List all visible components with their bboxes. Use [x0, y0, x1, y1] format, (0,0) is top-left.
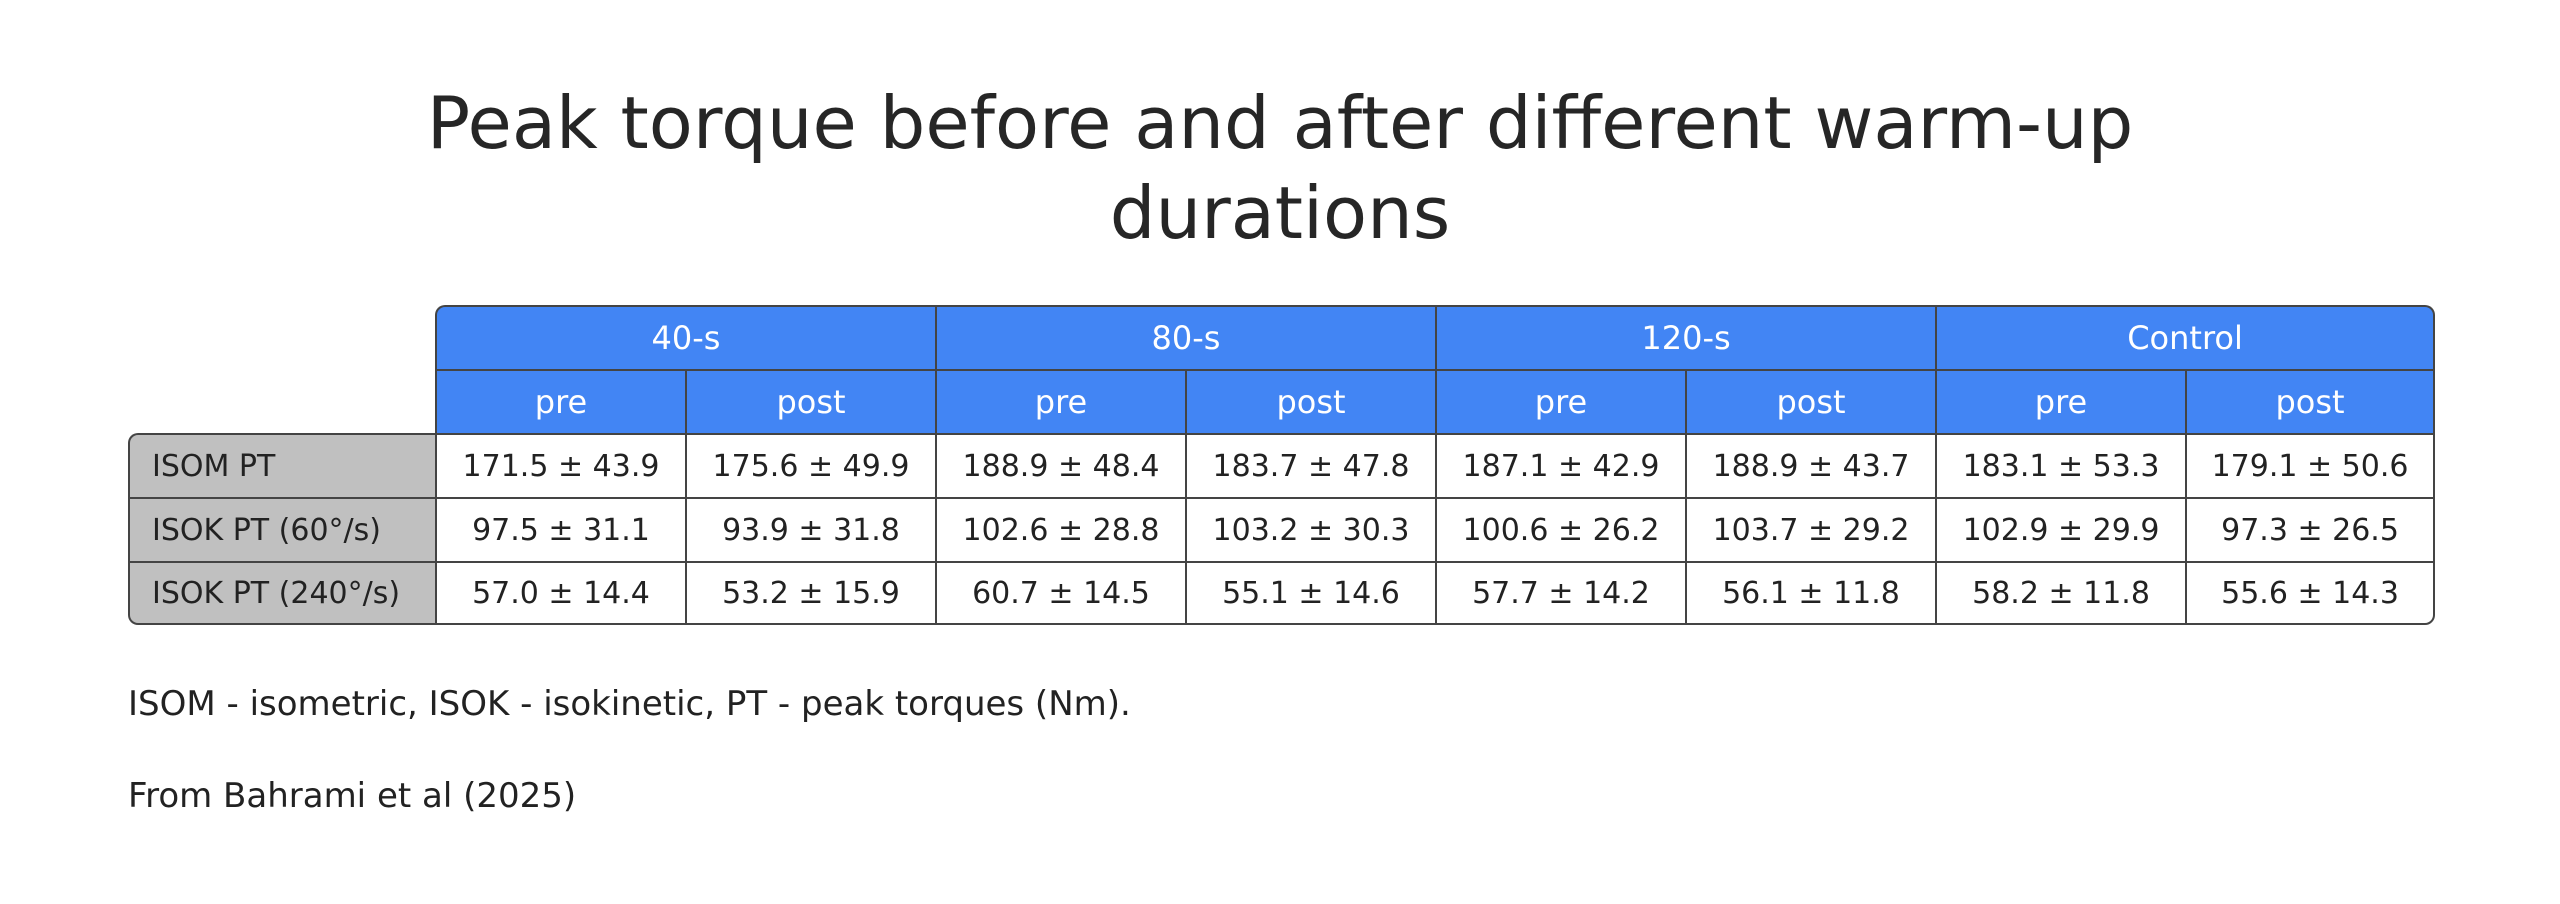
table-cell: 60.7 ± 14.5	[935, 561, 1185, 625]
table-cell: 188.9 ± 43.7	[1685, 433, 1936, 497]
row-label: ISOK PT (60°/s)	[128, 497, 435, 561]
corner-cell	[128, 369, 435, 433]
table-cell: 57.0 ± 14.4	[435, 561, 685, 625]
group-header-120s: 120-s	[1435, 305, 1936, 369]
group-header-40s: 40-s	[435, 305, 935, 369]
page-title: Peak torque before and after different w…	[426, 81, 2134, 255]
subheader-pre: pre	[1435, 369, 1685, 433]
table-cell: 53.2 ± 15.9	[685, 561, 935, 625]
group-header-control: Control	[1935, 305, 2436, 369]
table-cell: 93.9 ± 31.8	[685, 497, 935, 561]
table-cell: 179.1 ± 50.6	[2185, 433, 2436, 497]
subheader-post: post	[2185, 369, 2436, 433]
table-row: ISOM PT 171.5 ± 43.9 175.6 ± 49.9 188.9 …	[128, 433, 2436, 497]
table-cell: 102.6 ± 28.8	[935, 497, 1185, 561]
source-citation: From Bahrami et al (2025)	[128, 776, 577, 816]
table-cell: 55.6 ± 14.3	[2185, 561, 2436, 625]
subheader-post: post	[1685, 369, 1936, 433]
peak-torque-table-container: 40-s 80-s 120-s Control pre post pre pos…	[128, 305, 2436, 627]
subheader-post: post	[685, 369, 935, 433]
corner-cell	[128, 305, 435, 369]
group-header-row: 40-s 80-s 120-s Control	[128, 305, 2436, 369]
table-cell: 100.6 ± 26.2	[1435, 497, 1685, 561]
table-cell: 188.9 ± 48.4	[935, 433, 1185, 497]
table-cell: 183.1 ± 53.3	[1935, 433, 2186, 497]
table-row: ISOK PT (60°/s) 97.5 ± 31.1 93.9 ± 31.8 …	[128, 497, 2436, 561]
peak-torque-table: 40-s 80-s 120-s Control pre post pre pos…	[128, 305, 2436, 625]
subheader-row: pre post pre post pre post pre post	[128, 369, 2436, 433]
table-footnote: ISOM - isometric, ISOK - isokinetic, PT …	[128, 684, 1131, 724]
table-cell: 97.3 ± 26.5	[2185, 497, 2436, 561]
row-label: ISOK PT (240°/s)	[128, 561, 435, 625]
table-cell: 187.1 ± 42.9	[1435, 433, 1685, 497]
table-cell: 171.5 ± 43.9	[435, 433, 685, 497]
subheader-pre: pre	[435, 369, 685, 433]
table-cell: 183.7 ± 47.8	[1185, 433, 1435, 497]
table-cell: 103.2 ± 30.3	[1185, 497, 1435, 561]
table-cell: 57.7 ± 14.2	[1435, 561, 1685, 625]
subheader-pre: pre	[1935, 369, 2186, 433]
table-row: ISOK PT (240°/s) 57.0 ± 14.4 53.2 ± 15.9…	[128, 561, 2436, 625]
subheader-post: post	[1185, 369, 1435, 433]
table-cell: 56.1 ± 11.8	[1685, 561, 1936, 625]
row-label: ISOM PT	[128, 433, 435, 497]
table-cell: 102.9 ± 29.9	[1935, 497, 2186, 561]
table-cell: 58.2 ± 11.8	[1935, 561, 2186, 625]
subheader-pre: pre	[935, 369, 1185, 433]
group-header-80s: 80-s	[935, 305, 1435, 369]
table-cell: 97.5 ± 31.1	[435, 497, 685, 561]
table-cell: 175.6 ± 49.9	[685, 433, 935, 497]
table-cell: 103.7 ± 29.2	[1685, 497, 1936, 561]
table-cell: 55.1 ± 14.6	[1185, 561, 1435, 625]
